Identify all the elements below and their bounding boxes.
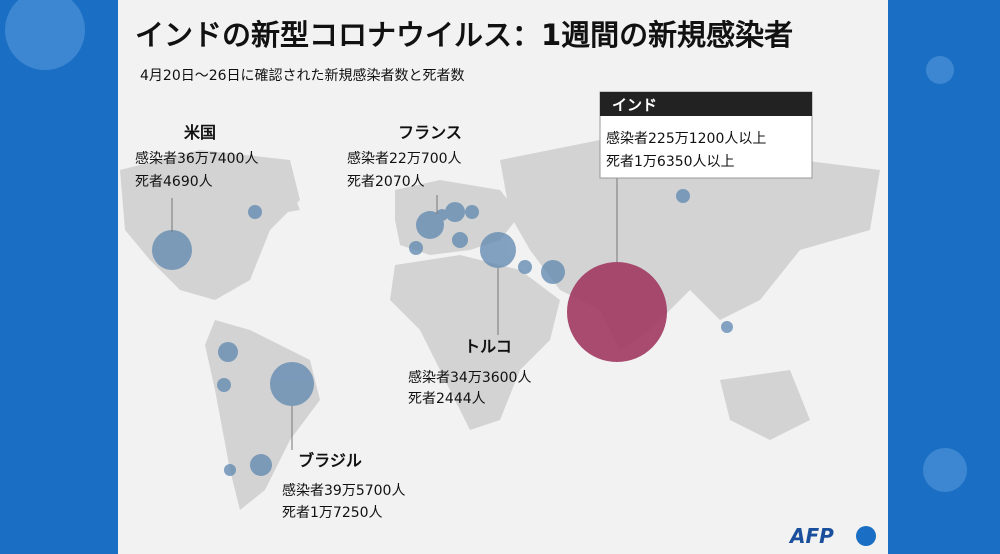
bubble-decor xyxy=(926,56,954,84)
bubble xyxy=(452,232,468,248)
bubble xyxy=(250,454,272,476)
bubble xyxy=(676,189,690,203)
india-bubble xyxy=(567,262,667,362)
india-box-header xyxy=(600,92,812,116)
cases: 感染者34万3600人 xyxy=(408,369,531,386)
deaths: 死者1万6350人以上 xyxy=(606,154,735,170)
bubble-decor xyxy=(5,0,85,70)
bubble xyxy=(445,202,465,222)
country-name: トルコ xyxy=(464,337,512,356)
subtitle: 4月20日～26日に確認された新規感染者数と死者数 xyxy=(140,67,465,84)
source-logo: AFP xyxy=(788,524,834,548)
deaths: 死者2070人 xyxy=(347,174,425,190)
leader-lines xyxy=(171,178,618,450)
bubble xyxy=(518,260,532,274)
bubble xyxy=(248,205,262,219)
cases: 感染者22万700人 xyxy=(347,150,462,167)
country-name: フランス xyxy=(398,123,462,142)
bubble xyxy=(541,260,565,284)
country-name: インド xyxy=(612,96,657,114)
bubble-decor xyxy=(923,448,967,492)
bubble xyxy=(218,342,238,362)
bubble xyxy=(465,205,479,219)
bubble xyxy=(721,321,733,333)
bubble xyxy=(436,209,448,221)
deaths: 死者1万7250人 xyxy=(282,505,383,521)
title: インドの新型コロナウイルス：1週間の新規感染者 xyxy=(135,18,793,52)
deaths: 死者4690人 xyxy=(135,174,213,190)
bubble xyxy=(217,378,231,392)
deaths: 死者2444人 xyxy=(408,391,486,407)
bubble xyxy=(409,241,423,255)
bubble xyxy=(480,232,516,268)
cases: 感染者36万7400人 xyxy=(135,150,258,167)
cases: 感染者39万5700人 xyxy=(282,482,405,499)
bubble xyxy=(224,464,236,476)
country-name: ブラジル xyxy=(298,451,362,470)
bubble xyxy=(270,362,314,406)
country-name: 米国 xyxy=(184,123,216,142)
bubble xyxy=(152,230,192,270)
cases: 感染者225万1200人以上 xyxy=(606,130,766,147)
logo-globe xyxy=(856,526,876,546)
bubbles xyxy=(152,189,733,476)
